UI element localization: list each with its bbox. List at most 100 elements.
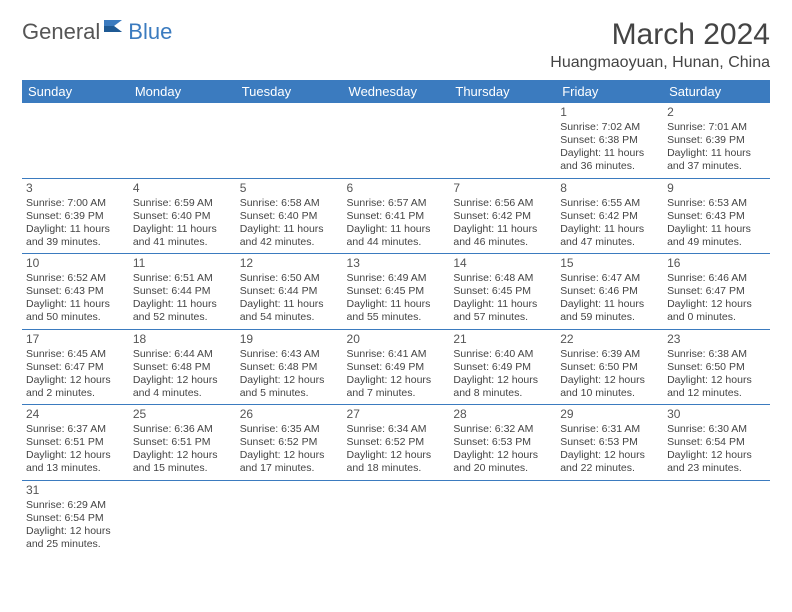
- daylight-text: Daylight: 12 hours and 18 minutes.: [347, 449, 446, 475]
- sunset-text: Sunset: 6:38 PM: [560, 134, 659, 147]
- day-number: 20: [347, 332, 446, 347]
- sunrise-text: Sunrise: 6:59 AM: [133, 197, 232, 210]
- day-number: 31: [26, 483, 125, 498]
- calendar-day: 19Sunrise: 6:43 AMSunset: 6:48 PMDayligh…: [236, 329, 343, 405]
- calendar-day: 14Sunrise: 6:48 AMSunset: 6:45 PMDayligh…: [449, 254, 556, 330]
- sunset-text: Sunset: 6:43 PM: [26, 285, 125, 298]
- logo-text-part1: General: [22, 19, 100, 45]
- calendar-day: 27Sunrise: 6:34 AMSunset: 6:52 PMDayligh…: [343, 405, 450, 481]
- calendar-day: 23Sunrise: 6:38 AMSunset: 6:50 PMDayligh…: [663, 329, 770, 405]
- day-number: 9: [667, 181, 766, 196]
- daylight-text: Daylight: 12 hours and 13 minutes.: [26, 449, 125, 475]
- day-number: 11: [133, 256, 232, 271]
- day-header-row: SundayMondayTuesdayWednesdayThursdayFrid…: [22, 80, 770, 103]
- day-number: 22: [560, 332, 659, 347]
- day-number: 18: [133, 332, 232, 347]
- sunset-text: Sunset: 6:51 PM: [133, 436, 232, 449]
- daylight-text: Daylight: 12 hours and 4 minutes.: [133, 374, 232, 400]
- day-number: 26: [240, 407, 339, 422]
- sunset-text: Sunset: 6:54 PM: [26, 512, 125, 525]
- calendar-day: 12Sunrise: 6:50 AMSunset: 6:44 PMDayligh…: [236, 254, 343, 330]
- sunset-text: Sunset: 6:42 PM: [560, 210, 659, 223]
- daylight-text: Daylight: 11 hours and 42 minutes.: [240, 223, 339, 249]
- day-header: Monday: [129, 80, 236, 103]
- calendar-day: 30Sunrise: 6:30 AMSunset: 6:54 PMDayligh…: [663, 405, 770, 481]
- day-number: 30: [667, 407, 766, 422]
- title-block: March 2024 Huangmaoyuan, Hunan, China: [550, 18, 770, 72]
- sunset-text: Sunset: 6:39 PM: [26, 210, 125, 223]
- sunrise-text: Sunrise: 6:58 AM: [240, 197, 339, 210]
- sunrise-text: Sunrise: 6:40 AM: [453, 348, 552, 361]
- calendar-day-empty: [556, 480, 663, 555]
- daylight-text: Daylight: 12 hours and 23 minutes.: [667, 449, 766, 475]
- calendar-day: 6Sunrise: 6:57 AMSunset: 6:41 PMDaylight…: [343, 178, 450, 254]
- calendar-day-empty: [343, 103, 450, 178]
- calendar-day: 28Sunrise: 6:32 AMSunset: 6:53 PMDayligh…: [449, 405, 556, 481]
- daylight-text: Daylight: 12 hours and 0 minutes.: [667, 298, 766, 324]
- sunrise-text: Sunrise: 6:35 AM: [240, 423, 339, 436]
- sunset-text: Sunset: 6:48 PM: [133, 361, 232, 374]
- sunrise-text: Sunrise: 7:01 AM: [667, 121, 766, 134]
- sunset-text: Sunset: 6:47 PM: [667, 285, 766, 298]
- sunrise-text: Sunrise: 6:41 AM: [347, 348, 446, 361]
- calendar-day: 1Sunrise: 7:02 AMSunset: 6:38 PMDaylight…: [556, 103, 663, 178]
- daylight-text: Daylight: 11 hours and 49 minutes.: [667, 223, 766, 249]
- calendar-week: 31Sunrise: 6:29 AMSunset: 6:54 PMDayligh…: [22, 480, 770, 555]
- daylight-text: Daylight: 12 hours and 22 minutes.: [560, 449, 659, 475]
- sunrise-text: Sunrise: 6:55 AM: [560, 197, 659, 210]
- calendar-week: 1Sunrise: 7:02 AMSunset: 6:38 PMDaylight…: [22, 103, 770, 178]
- calendar-day: 2Sunrise: 7:01 AMSunset: 6:39 PMDaylight…: [663, 103, 770, 178]
- day-number: 28: [453, 407, 552, 422]
- calendar-day: 10Sunrise: 6:52 AMSunset: 6:43 PMDayligh…: [22, 254, 129, 330]
- calendar-day: 21Sunrise: 6:40 AMSunset: 6:49 PMDayligh…: [449, 329, 556, 405]
- day-number: 19: [240, 332, 339, 347]
- calendar-day: 7Sunrise: 6:56 AMSunset: 6:42 PMDaylight…: [449, 178, 556, 254]
- calendar-day-empty: [129, 103, 236, 178]
- daylight-text: Daylight: 11 hours and 46 minutes.: [453, 223, 552, 249]
- daylight-text: Daylight: 11 hours and 52 minutes.: [133, 298, 232, 324]
- calendar-day: 24Sunrise: 6:37 AMSunset: 6:51 PMDayligh…: [22, 405, 129, 481]
- sunset-text: Sunset: 6:48 PM: [240, 361, 339, 374]
- sunrise-text: Sunrise: 6:48 AM: [453, 272, 552, 285]
- day-number: 17: [26, 332, 125, 347]
- sunrise-text: Sunrise: 6:31 AM: [560, 423, 659, 436]
- daylight-text: Daylight: 12 hours and 2 minutes.: [26, 374, 125, 400]
- daylight-text: Daylight: 12 hours and 25 minutes.: [26, 525, 125, 551]
- calendar-week: 10Sunrise: 6:52 AMSunset: 6:43 PMDayligh…: [22, 254, 770, 330]
- day-number: 6: [347, 181, 446, 196]
- sunrise-text: Sunrise: 6:46 AM: [667, 272, 766, 285]
- day-number: 4: [133, 181, 232, 196]
- day-number: 21: [453, 332, 552, 347]
- sunset-text: Sunset: 6:50 PM: [667, 361, 766, 374]
- day-header: Tuesday: [236, 80, 343, 103]
- sunrise-text: Sunrise: 6:34 AM: [347, 423, 446, 436]
- calendar-day: 18Sunrise: 6:44 AMSunset: 6:48 PMDayligh…: [129, 329, 236, 405]
- calendar-table: SundayMondayTuesdayWednesdayThursdayFrid…: [22, 80, 770, 555]
- sunset-text: Sunset: 6:47 PM: [26, 361, 125, 374]
- day-number: 15: [560, 256, 659, 271]
- sunrise-text: Sunrise: 6:43 AM: [240, 348, 339, 361]
- calendar-day: 16Sunrise: 6:46 AMSunset: 6:47 PMDayligh…: [663, 254, 770, 330]
- sunset-text: Sunset: 6:42 PM: [453, 210, 552, 223]
- daylight-text: Daylight: 12 hours and 17 minutes.: [240, 449, 339, 475]
- calendar-day-empty: [663, 480, 770, 555]
- calendar-day: 9Sunrise: 6:53 AMSunset: 6:43 PMDaylight…: [663, 178, 770, 254]
- sunset-text: Sunset: 6:39 PM: [667, 134, 766, 147]
- calendar-day-empty: [22, 103, 129, 178]
- day-number: 8: [560, 181, 659, 196]
- calendar-week: 3Sunrise: 7:00 AMSunset: 6:39 PMDaylight…: [22, 178, 770, 254]
- sunset-text: Sunset: 6:44 PM: [240, 285, 339, 298]
- sunset-text: Sunset: 6:50 PM: [560, 361, 659, 374]
- sunset-text: Sunset: 6:54 PM: [667, 436, 766, 449]
- sunrise-text: Sunrise: 6:56 AM: [453, 197, 552, 210]
- sunset-text: Sunset: 6:49 PM: [347, 361, 446, 374]
- day-number: 24: [26, 407, 125, 422]
- sunset-text: Sunset: 6:45 PM: [453, 285, 552, 298]
- daylight-text: Daylight: 11 hours and 59 minutes.: [560, 298, 659, 324]
- day-header: Friday: [556, 80, 663, 103]
- daylight-text: Daylight: 12 hours and 7 minutes.: [347, 374, 446, 400]
- day-header: Saturday: [663, 80, 770, 103]
- sunrise-text: Sunrise: 6:51 AM: [133, 272, 232, 285]
- calendar-day: 11Sunrise: 6:51 AMSunset: 6:44 PMDayligh…: [129, 254, 236, 330]
- sunset-text: Sunset: 6:45 PM: [347, 285, 446, 298]
